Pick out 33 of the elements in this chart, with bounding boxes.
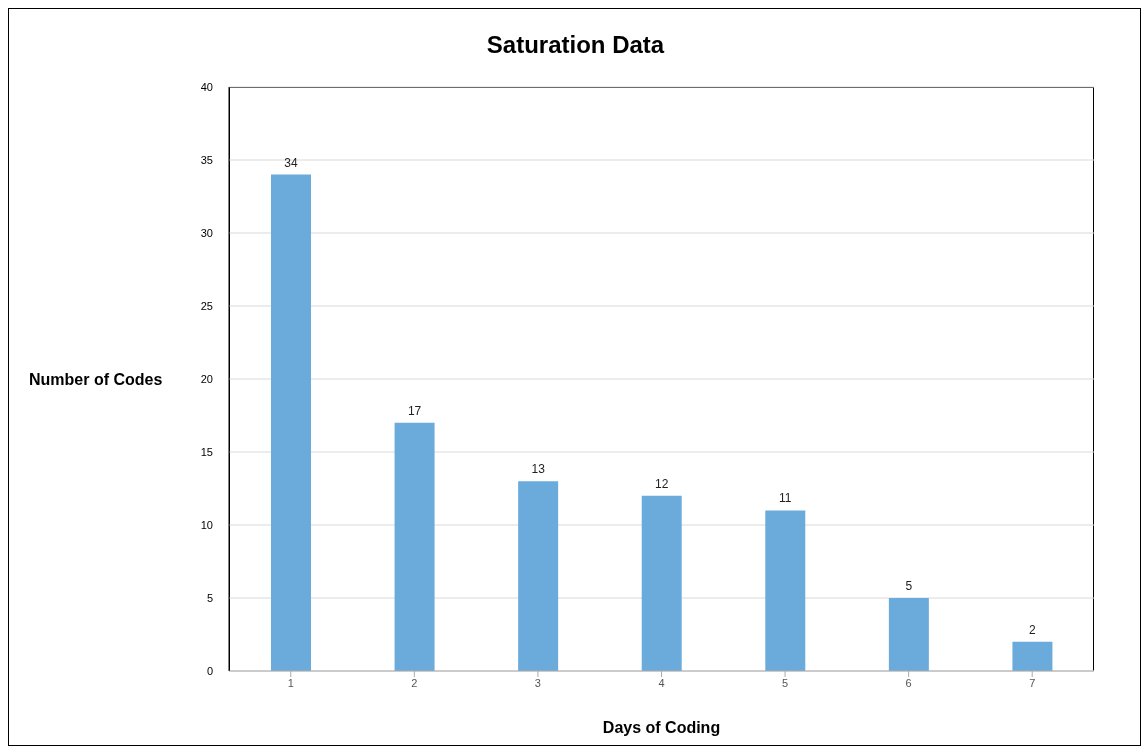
- y-tick-label: 10: [200, 518, 213, 531]
- chart-title: Saturation Data: [485, 31, 666, 59]
- y-tick-label: 20: [200, 372, 213, 385]
- y-tick-label: 30: [200, 226, 213, 239]
- y-tick-label: 25: [200, 299, 213, 312]
- data-label: 34: [284, 155, 298, 170]
- bar: [271, 174, 311, 671]
- x-tick-label: 4: [658, 676, 665, 689]
- y-axis-title: Number of Codes: [29, 371, 163, 389]
- bar: [518, 481, 559, 671]
- bar: [1012, 641, 1053, 671]
- x-tick-label: 2: [411, 676, 418, 689]
- y-tick-label: 15: [200, 445, 213, 458]
- x-tick-label: 3: [534, 676, 541, 689]
- data-label: 11: [779, 491, 792, 506]
- data-label: 17: [407, 403, 422, 418]
- data-label: 2: [1029, 622, 1037, 637]
- bar: [641, 495, 682, 671]
- y-tick-label: 5: [206, 591, 213, 604]
- x-axis-title: Days of Coding: [602, 719, 721, 736]
- bar: [765, 510, 806, 671]
- y-tick-label: 35: [200, 153, 213, 166]
- x-tick-label: 1: [287, 676, 294, 689]
- data-label: 13: [531, 462, 546, 477]
- data-label: 5: [905, 579, 913, 593]
- x-tick-label: 5: [782, 676, 789, 689]
- data-label: 12: [655, 476, 669, 491]
- y-tick-label: 40: [200, 80, 213, 93]
- bar: [888, 598, 929, 671]
- y-tick-label: 0: [206, 664, 213, 677]
- bar: [394, 422, 435, 671]
- x-tick-label: 6: [905, 676, 912, 689]
- x-tick-label: 7: [1029, 676, 1036, 689]
